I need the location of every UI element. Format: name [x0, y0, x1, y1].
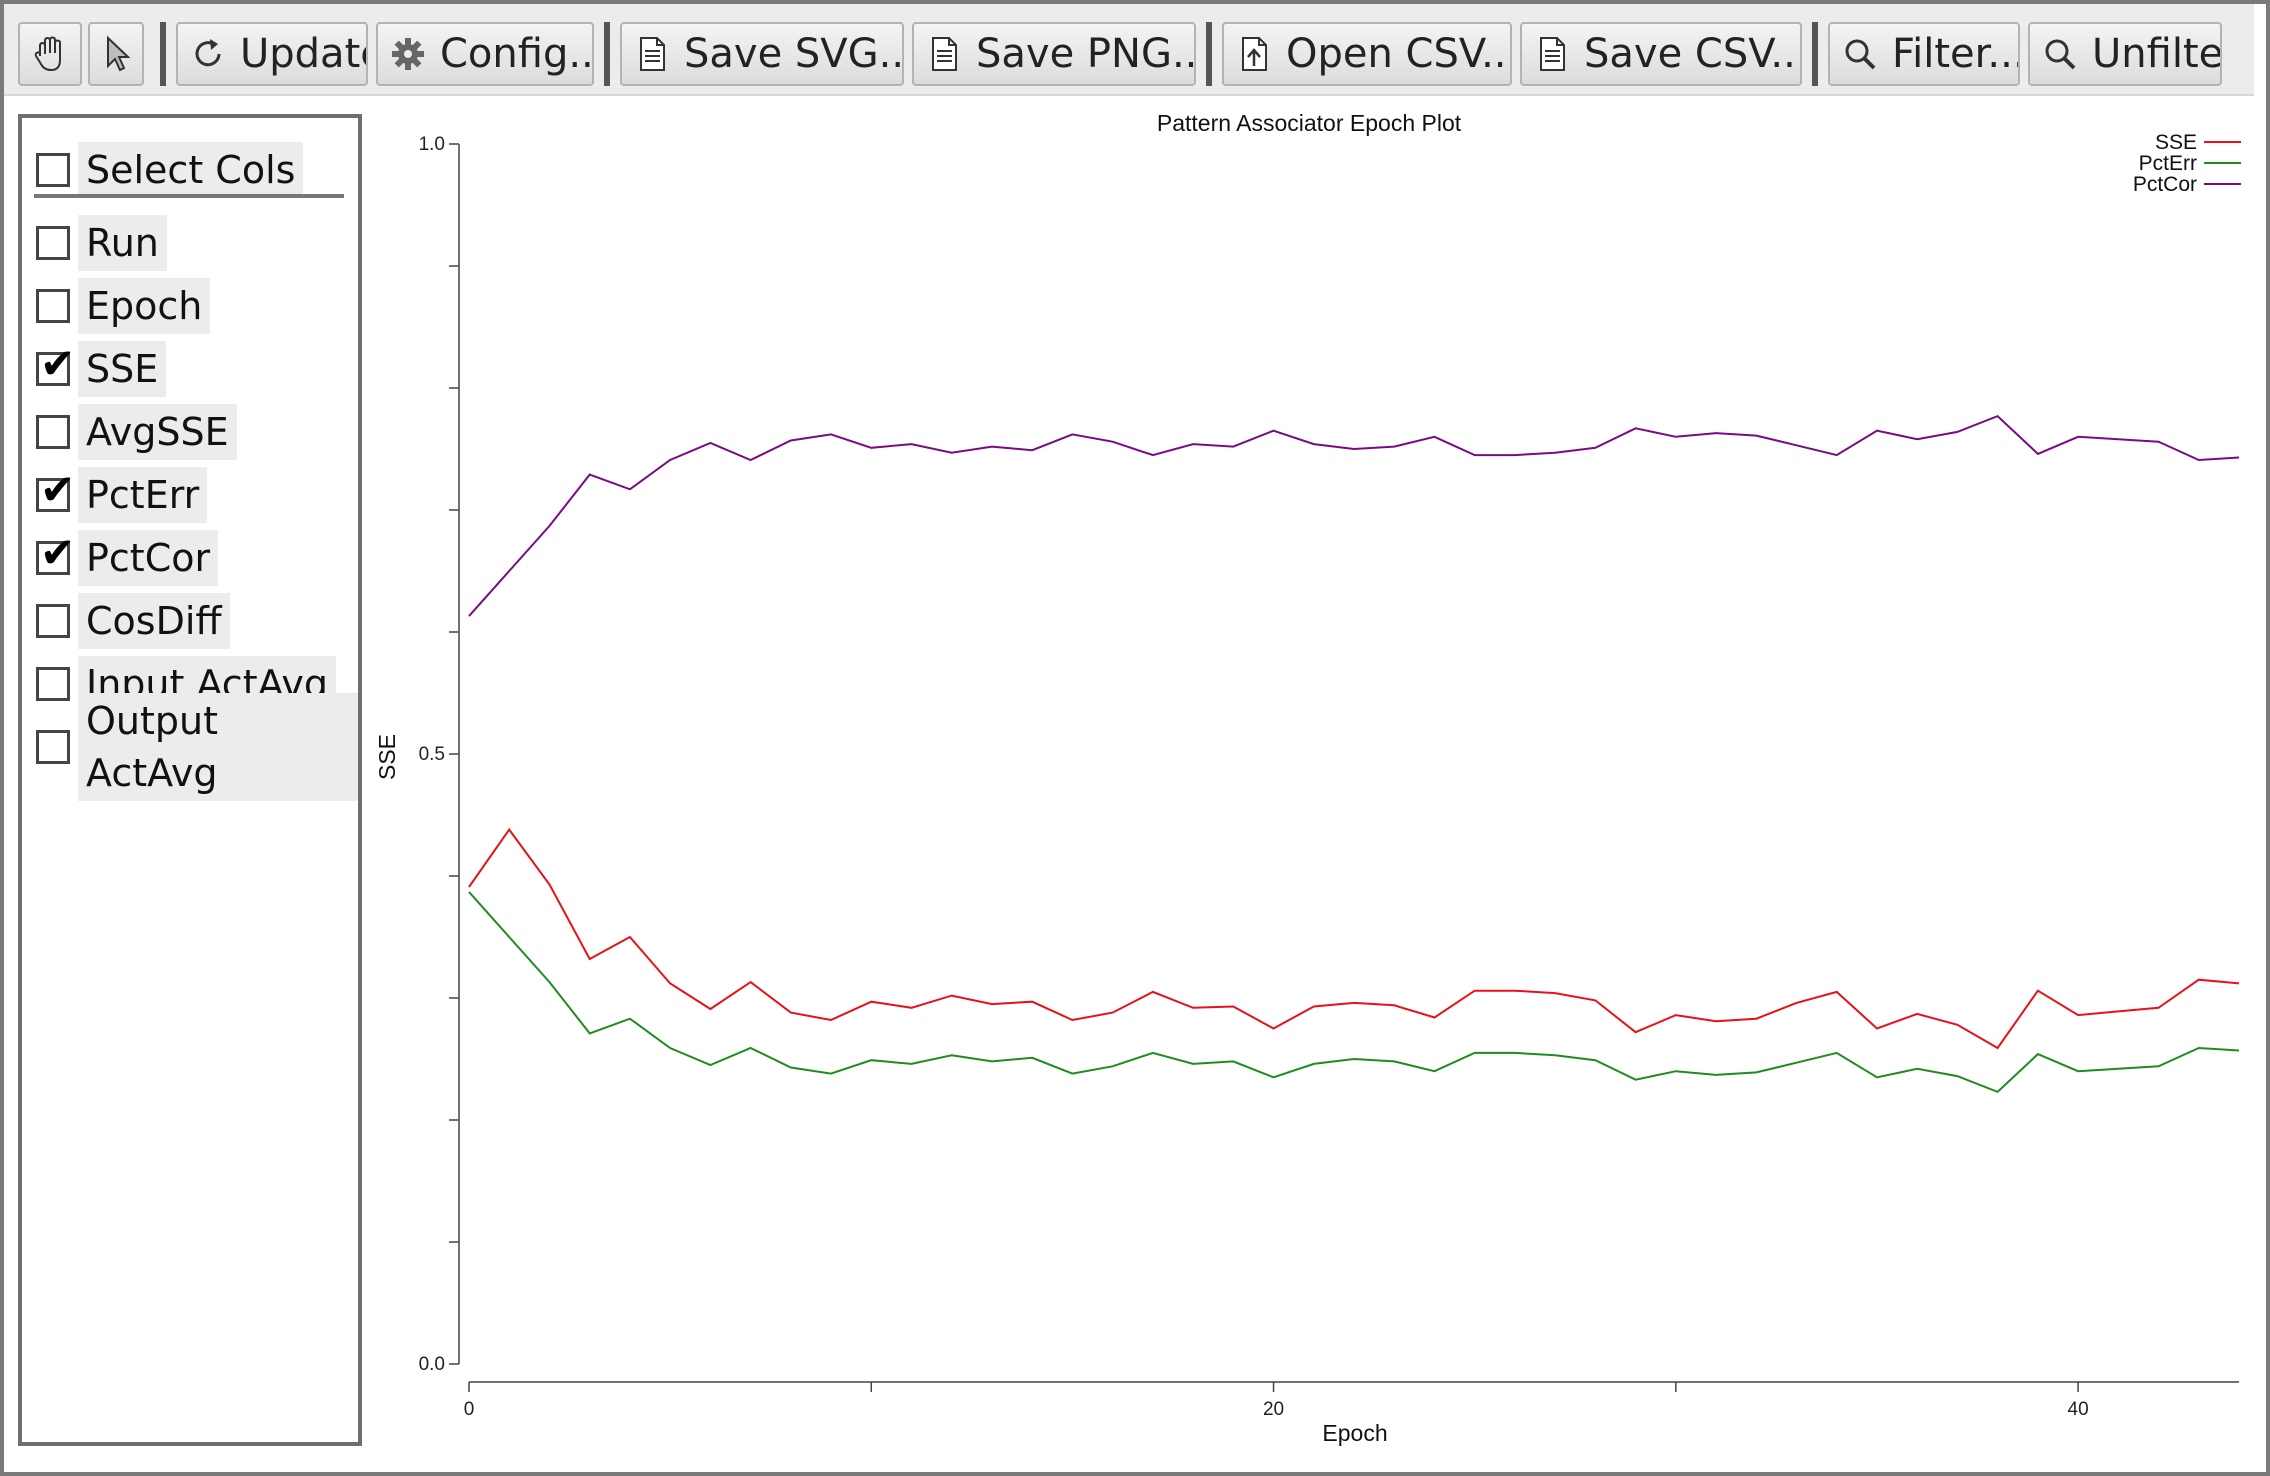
x-axis-label: Epoch [1322, 1420, 1387, 1446]
toolbar-separator [604, 22, 610, 86]
checkbox[interactable] [36, 226, 70, 260]
column-selector-panel: Select Cols Run Epoch ✔ SSE AvgSSE ✔ PctErr ✔ Pc… [18, 114, 362, 1446]
checkmark-icon: ✔ [40, 528, 76, 577]
checkbox[interactable]: ✔ [36, 532, 75, 575]
epoch-plot: Pattern Associator Epoch Plot 0.00.51.0 … [374, 110, 2241, 1446]
legend-label: SSE [2155, 131, 2197, 154]
document-icon [1540, 37, 1565, 71]
refresh-icon [195, 39, 221, 67]
config-button[interactable]: Config... [376, 22, 594, 86]
column-checkbox-pctcor[interactable]: ✔ PctCor [36, 530, 219, 586]
save-png-button[interactable]: Save PNG... [912, 22, 1196, 86]
gear-icon [392, 38, 424, 70]
column-label: Epoch [78, 278, 211, 334]
x-axis: 0 20 40 [464, 1381, 2239, 1420]
series-line-pcterr [468, 891, 2240, 1094]
column-checkbox-output-actavg[interactable]: Output ActAvg [36, 693, 358, 801]
divider [34, 194, 344, 198]
column-checkbox-avgsse[interactable]: AvgSSE [36, 404, 237, 460]
document-icon [932, 37, 957, 71]
config-label: Config... [440, 31, 594, 77]
open-csv-label: Open CSV... [1286, 31, 1512, 77]
checkbox[interactable]: ✔ [36, 343, 75, 386]
magnifier-icon [1845, 39, 1876, 70]
toolbar-separator [160, 22, 166, 86]
x-tick-label: 20 [1263, 1399, 1284, 1420]
hand-icon [34, 36, 61, 72]
filter-button[interactable]: Filter... [1828, 22, 2020, 86]
update-button[interactable]: Update [176, 22, 368, 86]
checkmark-icon: ✔ [40, 339, 76, 388]
series-line-sse [468, 827, 2240, 1050]
save-svg-button[interactable]: Save SVG... [620, 22, 904, 86]
filter-label: Filter... [1892, 31, 2020, 77]
legend-label: PctErr [2139, 152, 2197, 175]
y-axis-label: SSE [374, 734, 400, 780]
checkbox[interactable]: ✔ [36, 469, 75, 512]
column-checkbox-pcterr[interactable]: ✔ PctErr [36, 467, 208, 523]
column-label: CosDiff [78, 593, 230, 649]
save-csv-label: Save CSV... [1584, 31, 1802, 77]
checkbox[interactable] [36, 730, 70, 764]
column-checkbox-sse[interactable]: ✔ SSE [36, 341, 167, 397]
toolbar-separator [1206, 22, 1212, 86]
checkbox[interactable] [36, 153, 70, 187]
chart-title: Pattern Associator Epoch Plot [1157, 110, 1462, 136]
save-csv-button[interactable]: Save CSV... [1520, 22, 1802, 86]
select-cols-checkbox[interactable]: Select Cols [36, 142, 304, 198]
legend-label: PctCor [2133, 173, 2197, 196]
open-file-icon [1242, 37, 1267, 71]
y-tick-label: 0.5 [419, 744, 445, 765]
pointer-icon [107, 35, 131, 72]
y-axis: 0.0 0.5 1.0 [419, 134, 460, 1375]
column-label: PctCor [78, 530, 219, 586]
open-csv-button[interactable]: Open CSV... [1222, 22, 1512, 86]
checkmark-icon: ✔ [40, 465, 76, 514]
series-lines [468, 414, 2240, 1094]
checkbox[interactable] [36, 415, 70, 449]
toolbar: Update Config... Save SVG [4, 4, 2254, 96]
select-tool-button[interactable] [88, 22, 144, 86]
y-tick-label: 1.0 [419, 134, 445, 155]
unfilter-label: Unfilter [2092, 31, 2222, 77]
y-tick-label: 0.0 [419, 1354, 445, 1375]
update-label: Update [240, 31, 366, 77]
x-tick-label: 0 [464, 1399, 475, 1420]
toolbar-separator [1812, 22, 1818, 86]
column-label: PctErr [78, 467, 208, 523]
column-label: SSE [78, 341, 167, 397]
column-label: Run [78, 215, 167, 271]
select-cols-label: Select Cols [78, 142, 304, 198]
magnifier-icon [2045, 39, 2076, 70]
save-svg-label: Save SVG... [684, 31, 904, 77]
document-icon [640, 37, 665, 71]
checkbox[interactable] [36, 604, 70, 638]
column-checkbox-cosdiff[interactable]: CosDiff [36, 593, 230, 649]
save-png-label: Save PNG... [976, 31, 1196, 77]
column-checkbox-run[interactable]: Run [36, 215, 167, 271]
column-label: Output ActAvg [78, 693, 358, 801]
column-label: AvgSSE [78, 404, 237, 460]
checkbox[interactable] [36, 667, 70, 701]
unfilter-button[interactable]: Unfilter [2028, 22, 2222, 86]
column-checkbox-epoch[interactable]: Epoch [36, 278, 211, 334]
pan-tool-button[interactable] [18, 22, 82, 86]
checkbox[interactable] [36, 289, 70, 323]
series-line-pctcor [468, 414, 2240, 617]
x-tick-label: 40 [2068, 1399, 2089, 1420]
